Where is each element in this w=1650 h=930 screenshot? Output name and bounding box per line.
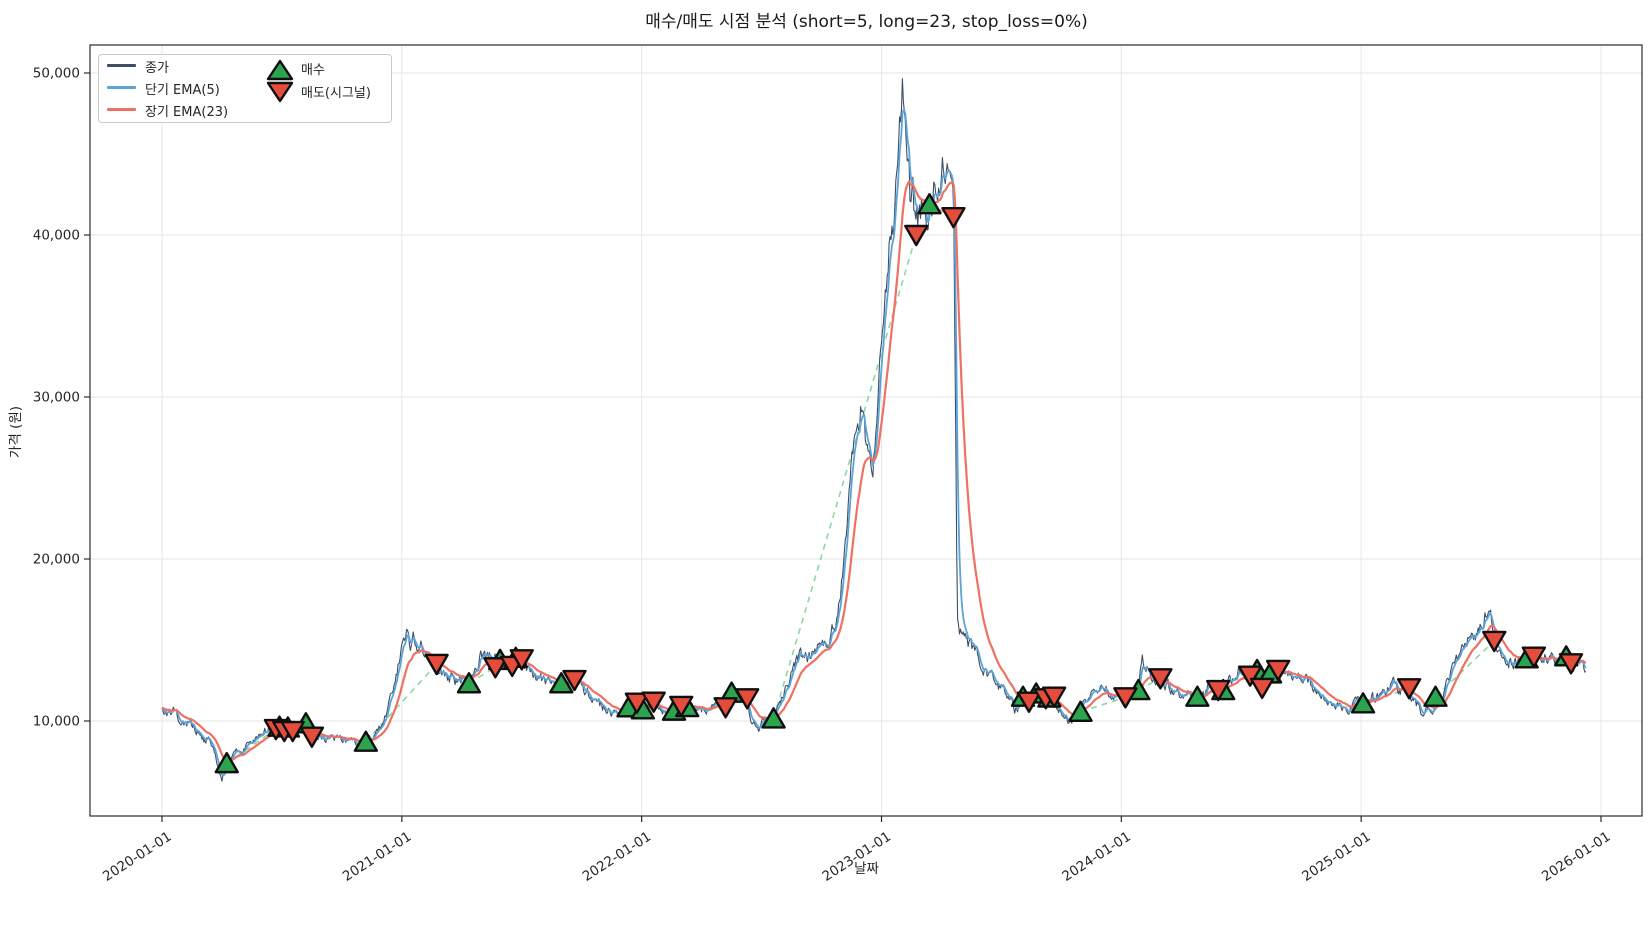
buy-marker [549, 672, 574, 694]
x-axis-label: 날짜 [854, 861, 879, 877]
legend-sell-label: 매도(시그널) [301, 86, 371, 101]
sell-marker [562, 669, 587, 692]
sell-marker [1396, 678, 1422, 700]
sell-marker [1558, 653, 1584, 675]
sell-marker [941, 206, 966, 229]
buy-marker [1423, 685, 1448, 707]
sell-marker [1521, 646, 1547, 668]
sell-marker [483, 657, 508, 679]
sell-marker [1016, 691, 1042, 713]
sell-marker [669, 695, 694, 718]
sell-marker [904, 224, 929, 247]
x-tick-label: 2026-01-01 [1539, 829, 1614, 885]
sell-marker [624, 692, 650, 714]
buy-sell-marker-icon [266, 59, 294, 103]
plot-border [89, 44, 1643, 817]
sell-marker [1482, 630, 1507, 653]
sell-marker [1113, 687, 1138, 709]
legend-ema-long-label: 장기 EMA(23) [145, 105, 229, 120]
buy-marker [353, 730, 379, 752]
buy-marker [1185, 685, 1210, 707]
buy-marker-icon [266, 59, 294, 81]
legend-ema-short-label: 단기 EMA(5) [145, 83, 220, 98]
sell-marker [734, 688, 760, 710]
buy-marker [917, 193, 942, 215]
ema-long-line [161, 180, 1587, 762]
legend-close-label: 종가 [145, 61, 169, 76]
legend-swatch-ema-long [107, 108, 136, 111]
sell-marker [509, 649, 534, 671]
x-tick-label: 2020-01-01 [100, 829, 175, 885]
sell-marker [424, 653, 449, 676]
trade-connector [1434, 640, 1495, 698]
legend-swatch-close [107, 64, 136, 67]
sell-marker [713, 697, 738, 719]
buy-marker [761, 707, 786, 729]
x-tick-label: 2021-01-01 [340, 829, 415, 885]
y-tick-label: 10,000 [33, 714, 80, 730]
x-tick-label: 2023-01-01 [820, 829, 895, 885]
ema-short-line [161, 109, 1587, 776]
legend-swatch-ema-short [107, 86, 136, 89]
legend-marker-icons [265, 58, 295, 108]
legend: 종가 단기 EMA(5) 장기 EMA(23) 매수 매도(시그널) [98, 54, 392, 123]
y-tick-label: 30,000 [33, 390, 80, 406]
sell-marker [280, 720, 305, 743]
sell-marker [1148, 668, 1173, 690]
sell-marker [299, 726, 325, 748]
sell-marker [641, 691, 666, 713]
y-tick-label: 20,000 [33, 552, 80, 568]
buy-marker [456, 672, 482, 694]
sell-marker [1041, 686, 1067, 708]
sell-marker [1206, 679, 1231, 702]
sell-marker-icon [266, 81, 294, 103]
sell-marker [1237, 665, 1263, 687]
x-tick-label: 2022-01-01 [580, 829, 655, 885]
buy-marker [1068, 700, 1093, 722]
sell-marker [1265, 659, 1291, 682]
y-tick-label: 50,000 [33, 66, 80, 82]
chart-title: 매수/매도 시점 분석 (short=5, long=23, stop_loss… [645, 12, 1088, 32]
x-tick-label: 2025-01-01 [1299, 829, 1374, 885]
legend-buy-label: 매수 [301, 63, 325, 78]
y-tick-label: 40,000 [33, 228, 80, 244]
sell-marker [1249, 677, 1275, 700]
trade-connector [1080, 696, 1126, 713]
x-tick-label: 2024-01-01 [1059, 829, 1134, 885]
buy-marker [1350, 692, 1376, 714]
buy-marker [214, 751, 239, 774]
close-line [161, 78, 1587, 782]
